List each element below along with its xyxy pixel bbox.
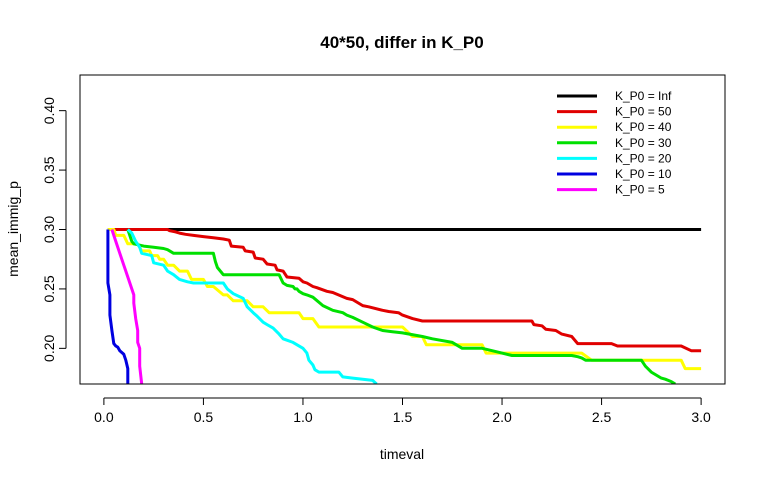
- legend-label: K_P0 = Inf: [615, 89, 672, 103]
- legend-label: K_P0 = 40: [615, 120, 672, 134]
- y-tick-label: 0.20: [41, 335, 57, 362]
- x-tick-label: 0.0: [94, 409, 114, 425]
- plot-frame: [79, 74, 726, 385]
- chart-title: 40*50, differ in K_P0: [320, 33, 483, 52]
- legend-label: K_P0 = 50: [615, 105, 672, 119]
- y-tick-label: 0.30: [41, 216, 57, 243]
- legend-label: K_P0 = 30: [615, 136, 672, 150]
- x-axis-label: timeval: [380, 446, 424, 462]
- series-line: [107, 228, 702, 353]
- x-axis: 0.0 0.5 1.0 1.5 2.0 2.5 3.0: [94, 397, 711, 425]
- series-line: [110, 229, 144, 384]
- legend-label: K_P0 = 5: [615, 183, 665, 197]
- y-tick-label: 0.35: [41, 156, 57, 183]
- x-tick-label: 1.0: [293, 409, 313, 425]
- y-axis-label: mean_immig_p: [5, 181, 21, 277]
- x-tick-label: 3.0: [691, 409, 711, 425]
- x-tick-label: 1.5: [393, 409, 413, 425]
- y-tick-label: 0.40: [41, 97, 57, 124]
- series-line: [126, 228, 378, 384]
- series-line: [126, 229, 676, 384]
- x-tick-label: 0.5: [194, 409, 214, 425]
- series-layer: [106, 228, 702, 384]
- series-line: [106, 229, 130, 384]
- x-tick-label: 2.0: [492, 409, 512, 425]
- legend-label: K_P0 = 10: [615, 167, 672, 181]
- y-tick-label: 0.25: [41, 275, 57, 302]
- x-tick-label: 2.5: [592, 409, 612, 425]
- series-line: [107, 228, 702, 371]
- legend-label: K_P0 = 20: [615, 151, 672, 165]
- y-axis: 0.20 0.25 0.30 0.35 0.40: [41, 97, 67, 362]
